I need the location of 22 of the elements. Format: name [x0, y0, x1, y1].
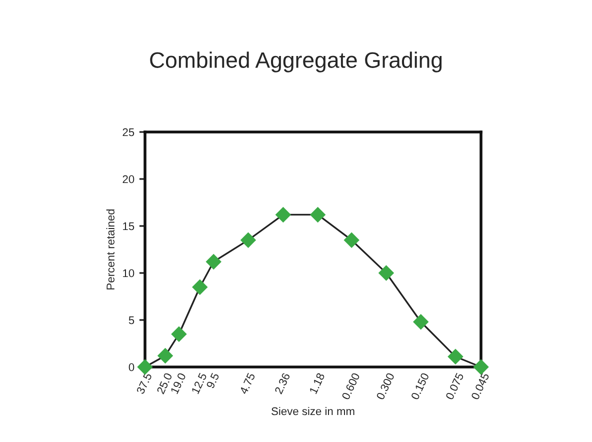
x-tick-label: 25.0	[156, 372, 172, 394]
x-tick-label: 0.075	[445, 372, 464, 400]
y-tick-label: 0	[128, 363, 134, 372]
y-tick-label: 15	[123, 222, 134, 230]
x-tick-label: 9.5	[206, 372, 220, 389]
x-tick-label: 19.0	[170, 372, 186, 394]
x-tick-label: 4.75	[239, 372, 256, 395]
x-tick-label: 1.18	[309, 372, 325, 394]
x-tick-label: 37.5	[136, 372, 152, 395]
x-tick-label: 2.36	[274, 372, 290, 394]
y-tick-label: 10	[123, 269, 134, 278]
x-tick-label: 0.150	[410, 372, 430, 400]
y-axis-title: Percent retained	[106, 209, 114, 290]
y-tick-label: 5	[128, 316, 134, 324]
chart-title: Combined Aggregate Grading	[150, 52, 442, 72]
x-axis-title: Sieve size in mm	[272, 406, 354, 416]
x-tick-label: 0.045	[470, 372, 490, 400]
y-tick-label: 25	[122, 128, 134, 136]
x-tick-label: 12.5	[191, 372, 207, 394]
x-tick-label: 0.300	[376, 372, 395, 400]
y-tick-label: 20	[122, 175, 134, 184]
x-tick-label: 0.600	[341, 372, 360, 400]
